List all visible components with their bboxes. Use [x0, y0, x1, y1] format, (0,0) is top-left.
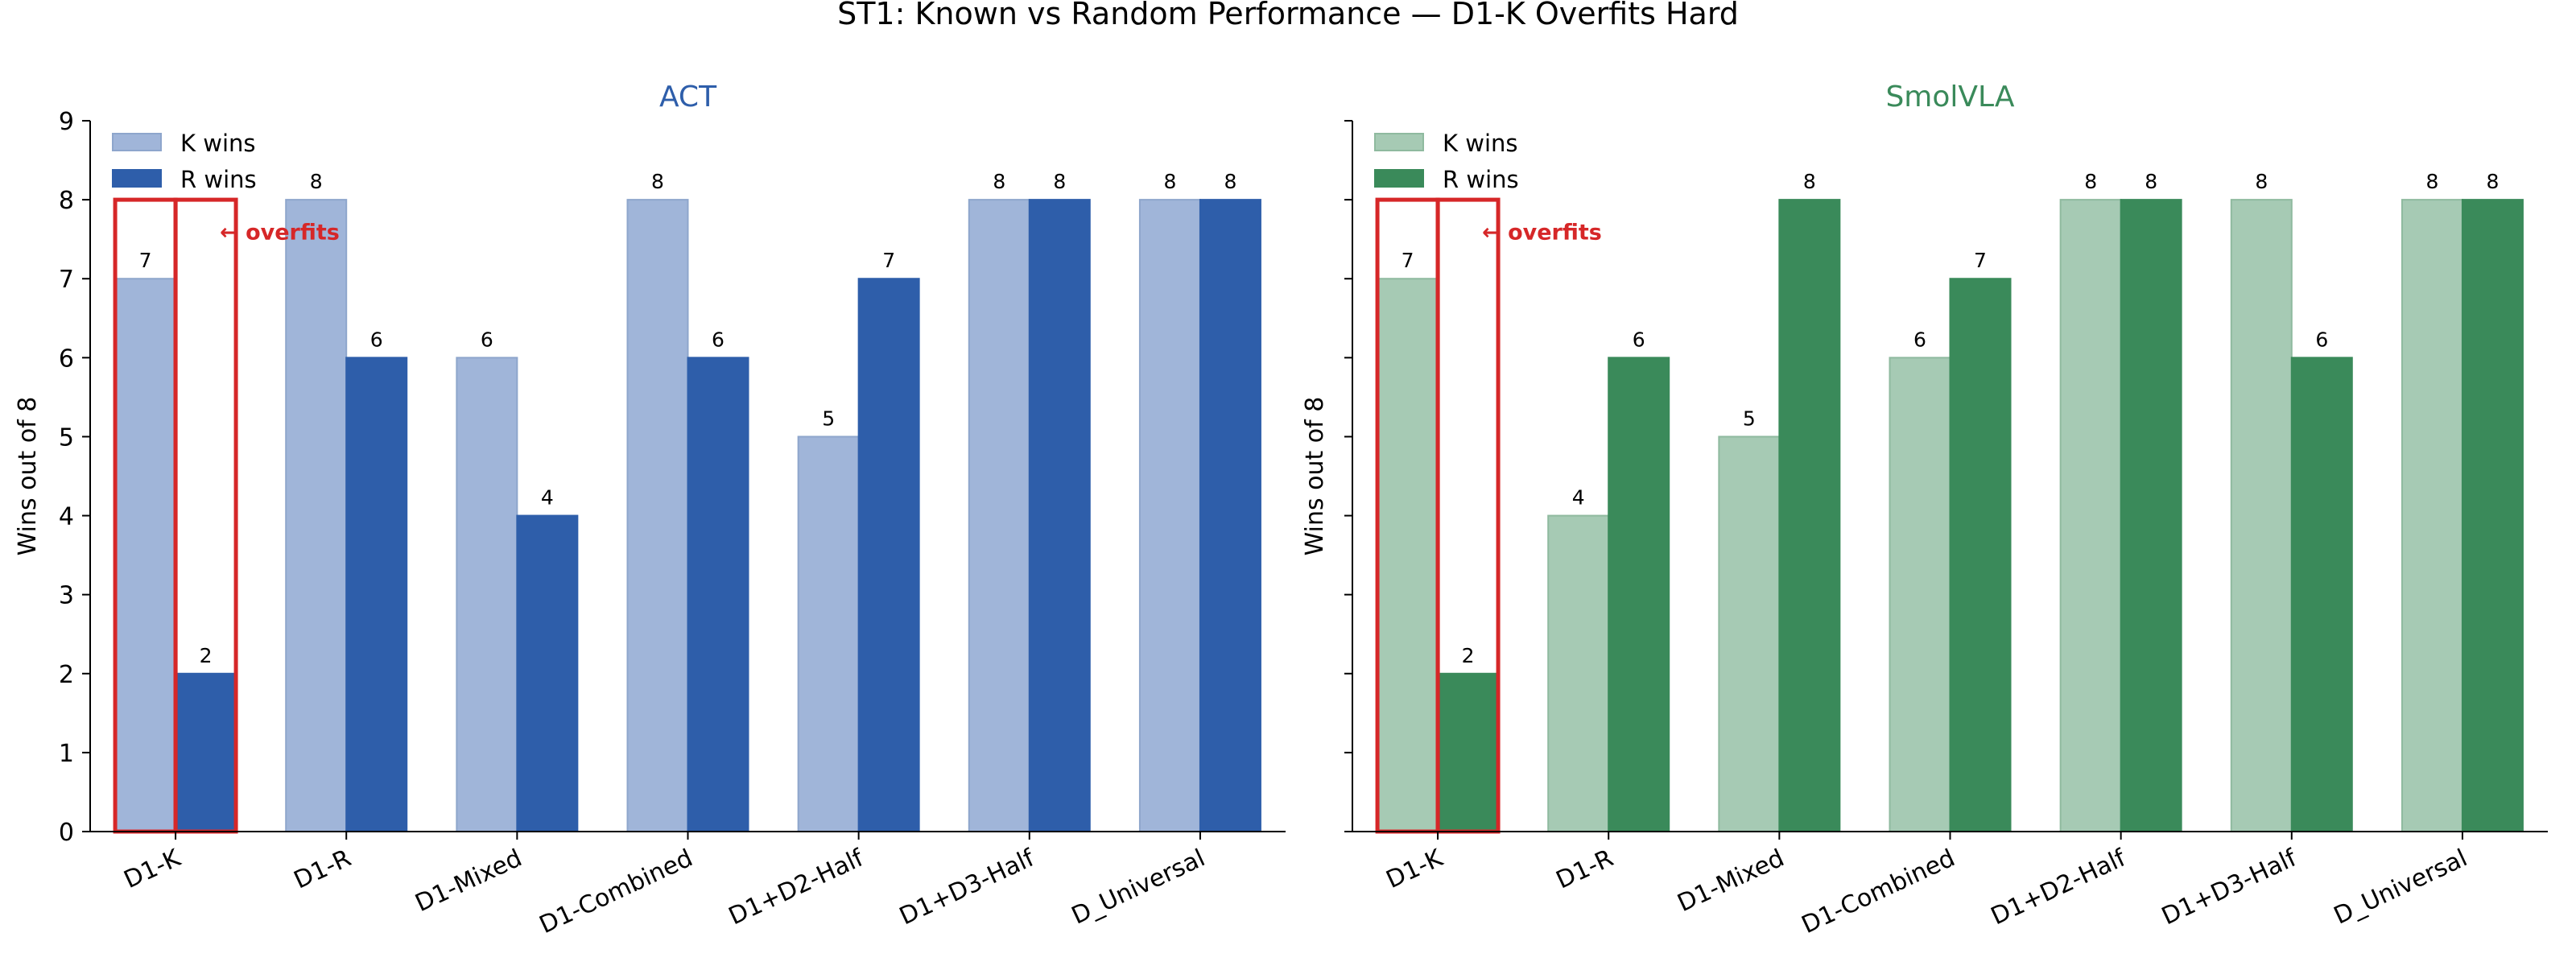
x-tick-label-smolvla-5: D1+D3-Half: [2157, 844, 2301, 931]
bar-smolvla-k-1: [1547, 514, 1610, 832]
bar-act-k-4: [797, 436, 860, 832]
data-label-act-r-5: 8: [1053, 170, 1066, 193]
bar-act-r-3: [687, 357, 749, 833]
bar-smolvla-r-1: [1608, 357, 1670, 833]
bar-smolvla-k-5: [2230, 199, 2293, 833]
data-label-smolvla-k-6: 8: [2425, 170, 2438, 193]
legend-swatch-smolvla-r: [1374, 169, 1424, 188]
bar-act-r-2: [516, 514, 579, 832]
bar-act-k-5: [968, 199, 1030, 833]
data-label-act-r-0: 2: [200, 644, 213, 667]
bar-act-k-6: [1138, 199, 1201, 833]
data-label-smolvla-r-4: 8: [2145, 170, 2157, 193]
bar-smolvla-k-4: [2059, 199, 2122, 833]
bar-act-k-3: [626, 199, 689, 833]
y-tick-label-act-5: 5: [59, 423, 74, 452]
data-label-act-r-3: 6: [712, 328, 724, 351]
data-label-smolvla-r-6: 8: [2486, 170, 2499, 193]
data-label-smolvla-k-3: 6: [1913, 328, 1926, 351]
y-axis-label-act: Wins out of 8: [14, 397, 42, 556]
x-tick-label-act-3: D1-Combined: [535, 844, 697, 940]
legend-label-act-r: R wins: [180, 166, 257, 193]
x-tick-label-smolvla-4: D1+D2-Half: [1987, 844, 2131, 931]
data-label-smolvla-r-0: 2: [1462, 644, 1475, 667]
figure-title: ST1: Known vs Random Performance — D1-K …: [837, 0, 1739, 31]
data-label-act-k-2: 6: [481, 328, 493, 351]
data-label-smolvla-r-5: 6: [2315, 328, 2328, 351]
y-tick-label-act-8: 8: [59, 187, 74, 215]
x-tick-label-smolvla-3: D1-Combined: [1798, 844, 1959, 940]
y-tick-label-act-6: 6: [59, 345, 74, 373]
bar-smolvla-k-0: [1377, 278, 1439, 832]
data-label-smolvla-k-4: 8: [2084, 170, 2097, 193]
x-tick-label-act-5: D1+D3-Half: [895, 844, 1039, 931]
y-tick-label-act-1: 1: [59, 740, 74, 768]
bar-act-r-0: [175, 672, 237, 832]
y-tick-label-act-2: 2: [59, 661, 74, 689]
x-tick-label-act-2: D1-Mixed: [411, 844, 526, 919]
x-tick-label-act-0: D1-K: [120, 844, 186, 894]
bar-smolvla-k-2: [1718, 436, 1781, 832]
data-label-smolvla-r-3: 7: [1974, 249, 1987, 272]
data-label-smolvla-k-5: 8: [2255, 170, 2268, 193]
panel-title-act: ACT: [659, 80, 717, 114]
bar-smolvla-r-3: [1949, 278, 2012, 832]
legend-label-smolvla-r: R wins: [1443, 166, 1519, 193]
x-tick-label-act-4: D1+D2-Half: [724, 844, 869, 931]
bar-act-r-4: [857, 278, 920, 832]
x-tick-label-smolvla-1: D1-R: [1552, 844, 1618, 895]
data-label-smolvla-r-2: 8: [1803, 170, 1816, 193]
bar-smolvla-k-6: [2401, 199, 2463, 833]
data-label-act-k-3: 8: [651, 170, 664, 193]
data-label-act-r-4: 7: [882, 249, 895, 272]
legend-swatch-smolvla-k: [1374, 133, 1424, 151]
legend-label-act-k: K wins: [180, 130, 256, 157]
annotation-act: ← overfits: [220, 220, 340, 245]
annotation-smolvla: ← overfits: [1482, 220, 1602, 245]
bar-smolvla-r-2: [1778, 199, 1841, 833]
data-label-act-k-0: 7: [139, 249, 152, 272]
data-label-act-k-1: 8: [310, 170, 323, 193]
data-label-act-r-2: 4: [541, 486, 554, 510]
data-label-smolvla-k-1: 4: [1572, 486, 1585, 510]
data-label-act-k-4: 5: [822, 407, 835, 430]
x-tick-label-act-6: D_Universal: [1067, 844, 1209, 931]
bar-smolvla-r-0: [1437, 672, 1500, 832]
y-tick-label-act-4: 4: [59, 503, 74, 531]
bar-act-r-6: [1199, 199, 1261, 833]
data-label-act-k-5: 8: [993, 170, 1005, 193]
data-label-smolvla-r-1: 6: [1633, 328, 1645, 351]
x-tick-label-smolvla-0: D1-K: [1382, 844, 1448, 894]
bar-smolvla-k-3: [1889, 357, 1951, 833]
x-tick-label-act-1: D1-R: [290, 844, 356, 895]
y-tick-label-act-9: 9: [59, 108, 74, 136]
data-label-act-k-6: 8: [1163, 170, 1176, 193]
bar-act-k-0: [114, 278, 177, 832]
bar-smolvla-r-6: [2461, 199, 2524, 833]
y-axis-label-smolvla: Wins out of 8: [1301, 397, 1329, 556]
bar-smolvla-r-4: [2120, 199, 2182, 833]
y-tick-label-act-7: 7: [59, 266, 74, 294]
bar-act-k-1: [285, 199, 348, 833]
x-tick-label-smolvla-2: D1-Mixed: [1674, 844, 1789, 919]
legend-swatch-act-r: [112, 169, 162, 188]
legend-swatch-act-k: [112, 133, 162, 151]
bar-act-r-1: [345, 357, 408, 833]
bar-act-k-2: [456, 357, 518, 833]
data-label-act-r-6: 8: [1224, 170, 1236, 193]
data-label-smolvla-k-2: 5: [1743, 407, 1756, 430]
data-label-act-r-1: 6: [370, 328, 383, 351]
legend-label-smolvla-k: K wins: [1443, 130, 1518, 157]
y-tick-label-act-0: 0: [59, 819, 74, 847]
y-tick-label-act-3: 3: [59, 582, 74, 610]
bar-act-r-5: [1028, 199, 1091, 833]
panel-title-smolvla: SmolVLA: [1885, 80, 2014, 114]
data-label-smolvla-k-0: 7: [1402, 249, 1414, 272]
x-tick-label-smolvla-6: D_Universal: [2330, 844, 2471, 931]
bar-smolvla-r-5: [2290, 357, 2353, 833]
